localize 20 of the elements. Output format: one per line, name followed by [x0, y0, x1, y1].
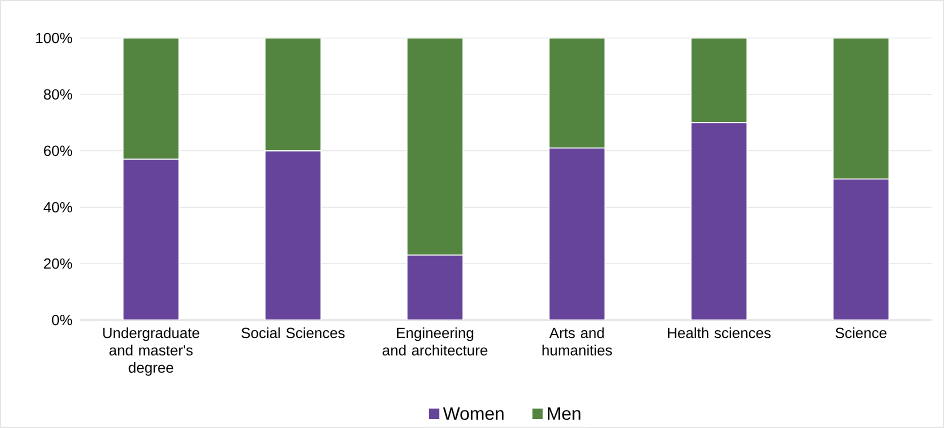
bar: [690, 38, 748, 124]
bar: [264, 38, 322, 152]
bar: [122, 38, 180, 160]
y-tick-label: 20%: [44, 258, 72, 269]
x-tick-label: Arts and humanities: [542, 327, 612, 356]
bar: [832, 38, 890, 180]
legend-label: Men: [548, 407, 580, 420]
legend-label: Women: [443, 407, 504, 420]
x-tick-label: Science: [836, 327, 886, 338]
x-tick-label: Undergraduate and master's degree: [103, 327, 200, 376]
x-tick-label: Engineering and architecture: [382, 327, 488, 356]
x-tick-label: Social Sciences: [242, 327, 345, 338]
y-tick-label: 40%: [44, 202, 72, 212]
y-tick-label: 0%: [52, 314, 72, 326]
y-tick-label: 60%: [44, 146, 72, 156]
bar: [406, 38, 464, 256]
x-tick-label: Health sciences: [668, 327, 771, 338]
bar: [548, 38, 606, 149]
y-tick-label: 80%: [44, 89, 72, 100]
y-tick-label: 100%: [36, 32, 72, 44]
